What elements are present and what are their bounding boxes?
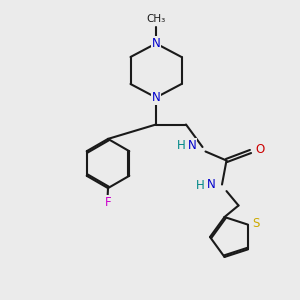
Text: S: S bbox=[253, 217, 260, 230]
Text: CH₃: CH₃ bbox=[146, 14, 166, 24]
Text: N: N bbox=[152, 37, 160, 50]
Text: N: N bbox=[188, 139, 196, 152]
Text: H: H bbox=[196, 178, 205, 192]
Text: N: N bbox=[152, 91, 160, 104]
Text: N: N bbox=[207, 178, 216, 191]
Text: O: O bbox=[255, 142, 264, 156]
Text: F: F bbox=[104, 196, 111, 209]
Text: H: H bbox=[176, 139, 185, 152]
